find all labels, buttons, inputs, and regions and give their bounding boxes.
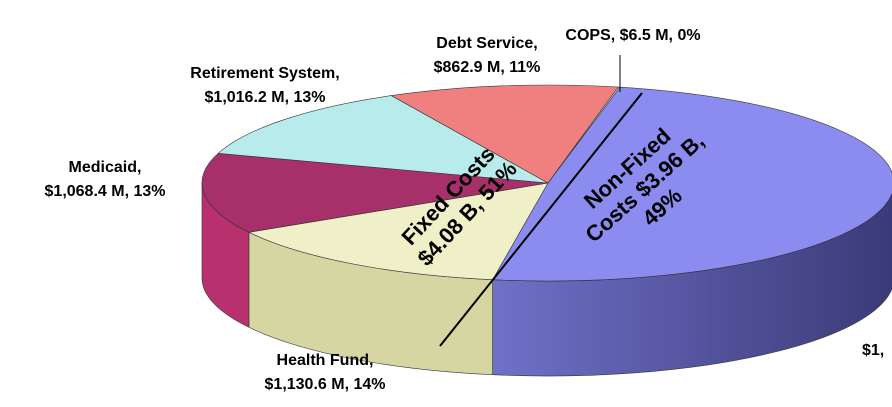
pie-sides bbox=[201, 182, 892, 377]
slice-label: Health Fund, bbox=[277, 352, 374, 369]
slice-value-label: $1,016.2 M, 13% bbox=[205, 89, 326, 106]
slice-value-label: $1,130.6 M, 14% bbox=[265, 376, 386, 393]
slice-value-label: $862.9 M, 11% bbox=[434, 59, 541, 76]
slice-label: Debt Service, bbox=[436, 35, 537, 52]
slice bbox=[492, 86, 892, 282]
slice bbox=[247, 182, 549, 281]
slice-value-label: $6.5 M, 0% bbox=[620, 27, 701, 44]
slice-label: COPS, $6.5 M, 0% bbox=[565, 27, 700, 44]
annotation: $1, bbox=[862, 342, 884, 359]
slice-label: Retirement System, bbox=[190, 65, 339, 82]
slice bbox=[201, 153, 549, 233]
divider-line bbox=[439, 92, 643, 347]
slice-value-label: $1,068.4 M, 13% bbox=[45, 183, 166, 200]
slice bbox=[217, 95, 549, 184]
pie-tops bbox=[201, 84, 892, 282]
slice-label: Medicaid, bbox=[69, 159, 142, 176]
slice bbox=[390, 84, 619, 184]
